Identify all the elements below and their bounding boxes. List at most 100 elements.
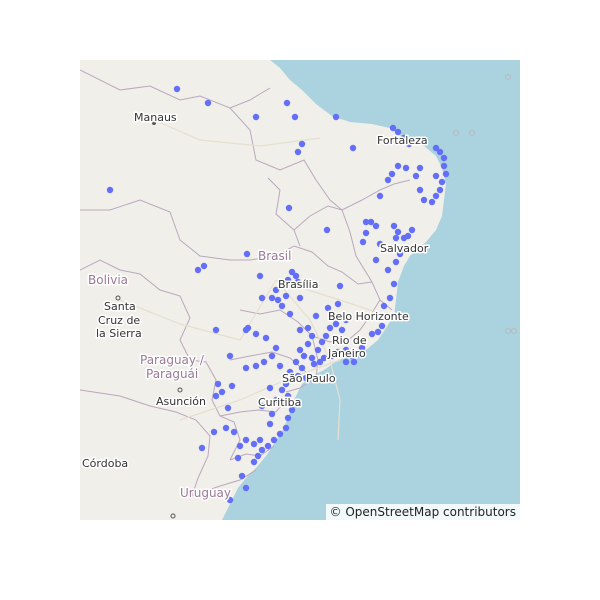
- map-marker[interactable]: [258, 294, 266, 302]
- map-marker[interactable]: [278, 302, 286, 310]
- map-marker[interactable]: [394, 228, 402, 236]
- map-marker[interactable]: [252, 330, 260, 338]
- map-marker[interactable]: [268, 294, 276, 302]
- map-marker[interactable]: [226, 496, 234, 504]
- map-marker[interactable]: [243, 250, 251, 258]
- map-marker[interactable]: [296, 346, 304, 354]
- map-marker[interactable]: [420, 196, 428, 204]
- map-marker[interactable]: [338, 326, 346, 334]
- map-marker[interactable]: [349, 144, 357, 152]
- map-marker[interactable]: [258, 402, 266, 410]
- map-marker[interactable]: [234, 454, 242, 462]
- map-marker[interactable]: [282, 292, 290, 300]
- map-marker[interactable]: [402, 164, 410, 172]
- map-marker[interactable]: [388, 170, 396, 178]
- map-marker[interactable]: [416, 164, 424, 172]
- map-marker[interactable]: [332, 320, 340, 328]
- map-marker[interactable]: [332, 113, 340, 121]
- map-marker[interactable]: [314, 346, 322, 354]
- map-marker[interactable]: [294, 372, 302, 380]
- map-marker[interactable]: [392, 258, 400, 266]
- map-marker[interactable]: [242, 436, 250, 444]
- map-marker[interactable]: [242, 364, 250, 372]
- map-marker[interactable]: [334, 300, 342, 308]
- map-marker[interactable]: [200, 262, 208, 270]
- map-marker[interactable]: [222, 424, 230, 432]
- map-marker[interactable]: [242, 326, 250, 334]
- map-marker[interactable]: [326, 324, 334, 332]
- map-marker[interactable]: [394, 128, 402, 136]
- map-marker[interactable]: [296, 326, 304, 334]
- map-marker[interactable]: [260, 358, 268, 366]
- map-marker[interactable]: [416, 186, 424, 194]
- map-marker[interactable]: [380, 302, 388, 310]
- map-marker[interactable]: [390, 280, 398, 288]
- map-marker[interactable]: [250, 440, 258, 448]
- map-marker[interactable]: [358, 344, 366, 352]
- map-marker[interactable]: [310, 360, 318, 368]
- map-marker[interactable]: [298, 140, 306, 148]
- map-marker[interactable]: [278, 280, 286, 288]
- map-marker[interactable]: [320, 354, 328, 362]
- map-marker[interactable]: [238, 472, 246, 480]
- map-marker[interactable]: [274, 296, 282, 304]
- map-marker[interactable]: [252, 362, 260, 370]
- map-marker[interactable]: [342, 346, 350, 354]
- map-marker[interactable]: [350, 358, 358, 366]
- map-marker[interactable]: [359, 238, 367, 246]
- map-marker[interactable]: [294, 148, 302, 156]
- map-marker[interactable]: [272, 286, 280, 294]
- map-marker[interactable]: [264, 442, 272, 450]
- map-marker[interactable]: [300, 352, 308, 360]
- map-marker[interactable]: [294, 278, 302, 286]
- map-marker[interactable]: [212, 392, 220, 400]
- map-marker[interactable]: [283, 99, 291, 107]
- map-marker[interactable]: [262, 334, 270, 342]
- map-marker[interactable]: [324, 304, 332, 312]
- map-marker[interactable]: [276, 430, 284, 438]
- map-marker[interactable]: [432, 172, 440, 180]
- map-marker[interactable]: [292, 272, 300, 280]
- map-marker[interactable]: [288, 268, 296, 276]
- map-marker[interactable]: [280, 400, 288, 408]
- map-marker[interactable]: [286, 310, 294, 318]
- map-marker[interactable]: [336, 282, 344, 290]
- map-marker[interactable]: [252, 113, 260, 121]
- map-marker[interactable]: [389, 124, 397, 132]
- map-marker[interactable]: [412, 172, 420, 180]
- map-marker[interactable]: [272, 344, 280, 352]
- map-marker[interactable]: [396, 250, 404, 258]
- map-marker[interactable]: [334, 348, 342, 356]
- map-marker[interactable]: [362, 218, 370, 226]
- map-marker[interactable]: [304, 340, 312, 348]
- map-marker[interactable]: [308, 354, 316, 362]
- map-marker[interactable]: [284, 414, 292, 422]
- map-marker[interactable]: [210, 428, 218, 436]
- map-marker[interactable]: [254, 452, 262, 460]
- map-marker[interactable]: [374, 328, 382, 336]
- map-marker[interactable]: [323, 226, 331, 234]
- map-marker[interactable]: [440, 154, 448, 162]
- map-marker[interactable]: [400, 134, 408, 142]
- map-marker[interactable]: [282, 380, 290, 388]
- map-marker[interactable]: [376, 240, 384, 248]
- map-marker[interactable]: [428, 198, 436, 206]
- map-marker[interactable]: [285, 204, 293, 212]
- map-marker[interactable]: [214, 380, 222, 388]
- map-marker[interactable]: [404, 232, 412, 240]
- map-canvas[interactable]: Manaus Fortaleza Salvador Brasil Brasíli…: [80, 60, 520, 520]
- map-marker[interactable]: [354, 350, 362, 358]
- map-marker[interactable]: [212, 326, 220, 334]
- map-marker[interactable]: [394, 162, 402, 170]
- map-marker[interactable]: [408, 226, 416, 234]
- map-marker[interactable]: [304, 324, 312, 332]
- map-marker[interactable]: [296, 294, 304, 302]
- map-marker[interactable]: [291, 113, 299, 121]
- map-marker[interactable]: [302, 374, 310, 382]
- map-marker[interactable]: [276, 362, 284, 370]
- map-marker[interactable]: [286, 368, 294, 376]
- map-marker[interactable]: [218, 388, 226, 396]
- map-marker[interactable]: [328, 352, 336, 360]
- map-marker[interactable]: [384, 266, 392, 274]
- map-marker[interactable]: [282, 424, 290, 432]
